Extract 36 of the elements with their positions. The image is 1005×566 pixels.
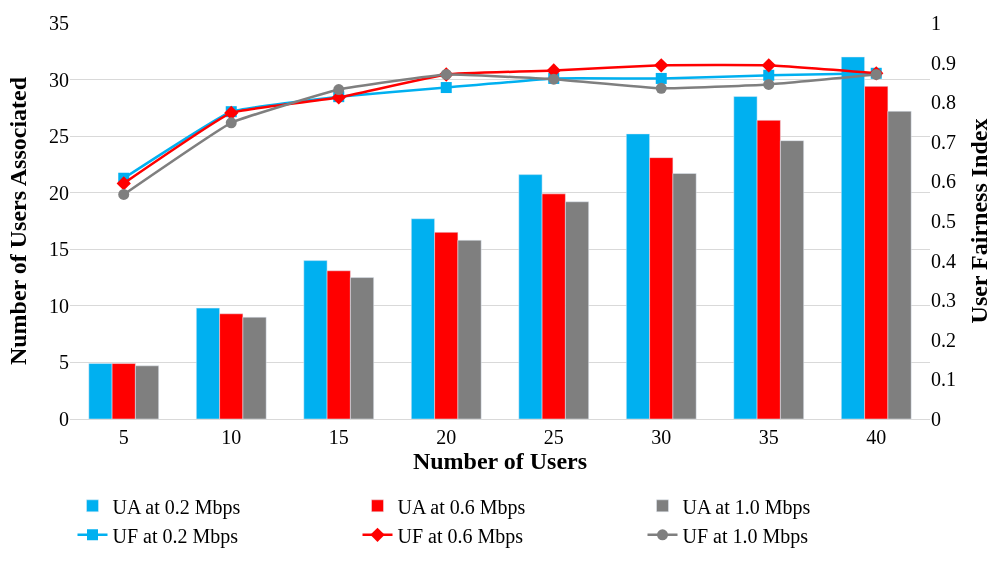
legend-label: UF at 0.6 Mbps [397, 524, 524, 548]
y2-tick-label: 0 [931, 408, 941, 430]
x-tick-label: 35 [758, 426, 779, 448]
y-axis-title: Number of Users Associated [5, 76, 32, 366]
legend-label: UF at 0.2 Mbps [112, 524, 239, 548]
y-tick-label: 0 [59, 408, 69, 430]
y2-tick-label: 0.1 [931, 368, 956, 391]
x-tick-label: 10 [221, 426, 242, 448]
legend-label: UA at 0.6 Mbps [397, 495, 526, 519]
legend-label: UF at 1.0 Mbps [682, 524, 809, 548]
x-tick-label: 30 [651, 426, 672, 448]
y-tick-label: 25 [49, 125, 69, 148]
y2-tick-label: 0.9 [931, 51, 956, 74]
x-axis-title: Number of Users [412, 448, 588, 475]
y-tick-label: 35 [49, 12, 69, 34]
y-tick-label: 5 [59, 351, 69, 374]
y2-tick-label: 0.3 [931, 289, 956, 312]
y2-axis-title: User Fairness Index [966, 118, 993, 324]
y-tick-label: 15 [49, 238, 69, 261]
y-tick-label: 30 [49, 68, 69, 91]
y2-tick-label: 0.7 [931, 130, 956, 153]
y2-tick-label: 0.8 [931, 91, 956, 114]
y2-tick-label: 0.5 [931, 210, 956, 232]
x-tick-label: 40 [866, 426, 887, 448]
y2-tick-label: 1 [931, 12, 941, 34]
y-tick-label: 10 [49, 294, 69, 317]
legend-label: UA at 0.2 Mbps [112, 495, 241, 519]
x-tick-label: 20 [436, 426, 457, 448]
x-tick-label: 25 [543, 426, 564, 448]
x-tick-label: 15 [328, 426, 349, 448]
y-tick-label: 20 [49, 181, 69, 204]
y2-tick-label: 0.6 [931, 170, 956, 193]
x-tick-label: 5 [118, 426, 129, 448]
y2-tick-label: 0.2 [931, 328, 956, 351]
legend-label: UA at 1.0 Mbps [682, 495, 811, 519]
y2-tick-label: 0.4 [931, 249, 956, 272]
